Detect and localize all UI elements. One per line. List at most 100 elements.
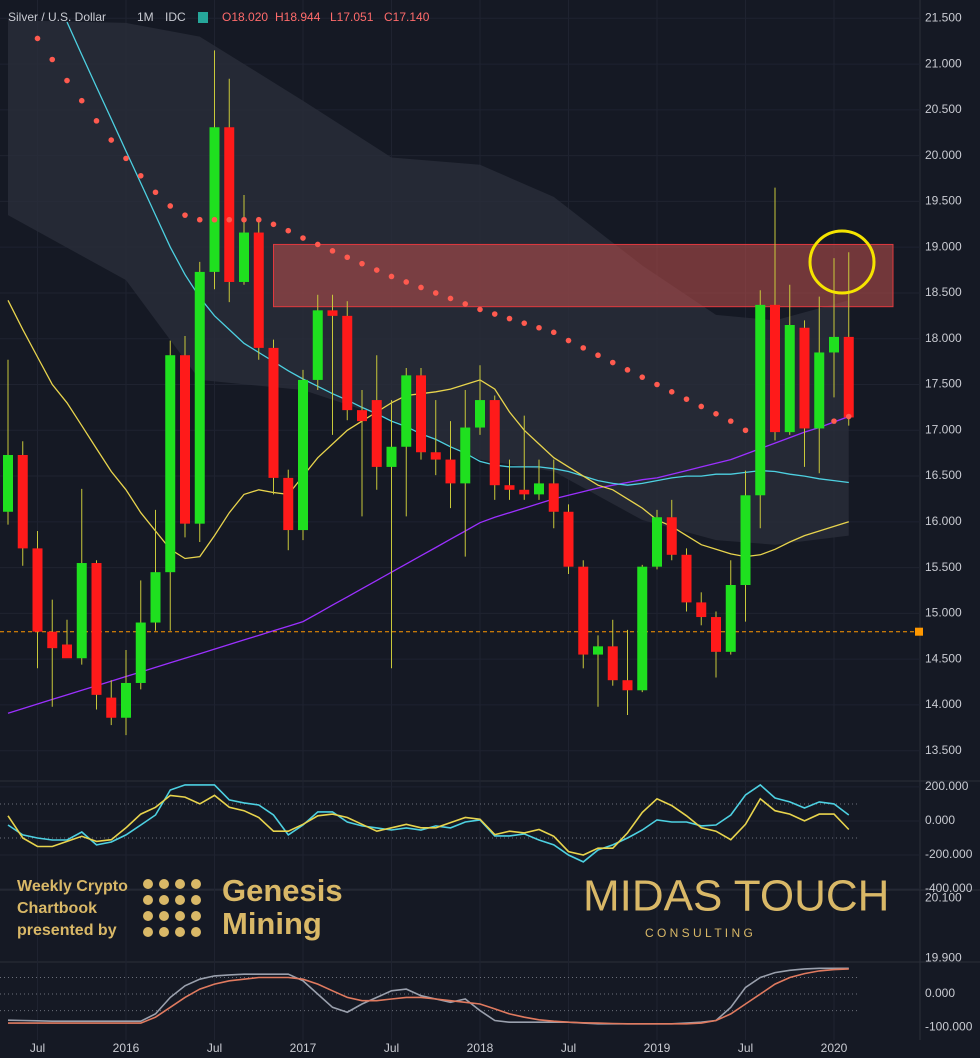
sar-dot — [226, 216, 233, 223]
y-tick-label: 14.000 — [925, 697, 962, 711]
sar-dot — [403, 279, 410, 285]
y-tick-label: 13.500 — [925, 743, 962, 757]
indicator-line — [7, 300, 849, 560]
watermark-text: presented by — [17, 922, 117, 939]
indicator-line — [7, 415, 850, 714]
sar-dot — [285, 227, 292, 234]
sar-dot — [34, 35, 41, 42]
brand-text: Mining — [222, 906, 322, 941]
midas-subtitle: C O N S U L T I N G — [645, 926, 753, 940]
sar-dot — [241, 216, 247, 223]
candle-body — [47, 631, 58, 649]
ohlc-close: C17.140 — [384, 10, 430, 24]
candle-body — [740, 495, 751, 585]
sar-dot — [255, 216, 262, 223]
sar-dot — [727, 418, 734, 424]
x-tick-label: Jul — [738, 1041, 753, 1055]
candle-body — [32, 548, 43, 632]
ohlc-high: H18.944 — [275, 10, 321, 24]
indicator-line — [7, 794, 850, 856]
sar-dot — [565, 337, 572, 344]
candle-body — [62, 644, 72, 659]
candle-body — [121, 682, 131, 718]
sar-dot — [639, 374, 646, 380]
sar-dot — [477, 306, 483, 313]
candle-body — [607, 646, 618, 681]
x-tick-label: 2020 — [821, 1041, 848, 1055]
sar-dot — [49, 56, 56, 63]
sar-dot — [123, 155, 129, 162]
sar-dot — [182, 212, 188, 218]
candle-body — [460, 427, 471, 484]
ohlc-low: L17.051 — [330, 10, 374, 24]
y-tick-label: 21.500 — [925, 10, 962, 24]
sar-dot — [447, 295, 454, 302]
sar-dot — [550, 329, 557, 336]
candle-body — [150, 572, 161, 623]
candle-body — [371, 400, 382, 467]
candle-body — [91, 563, 102, 695]
interval: 1M — [137, 10, 154, 24]
y-tick-label: 16.500 — [925, 468, 962, 482]
sar-dot — [329, 248, 336, 254]
candle-body — [814, 352, 825, 429]
y-tick-label: 200.000 — [925, 779, 969, 793]
candle-body — [165, 355, 176, 573]
genesis-logo — [143, 879, 201, 937]
sar-dot — [344, 254, 351, 261]
candle-body — [784, 325, 795, 433]
x-tick-label: Jul — [561, 1041, 576, 1055]
sar-dot — [211, 216, 218, 223]
candle-body — [327, 310, 338, 316]
candle-body — [312, 310, 323, 380]
source: IDC — [165, 10, 186, 24]
sar-dot — [388, 273, 395, 280]
candle-body — [224, 127, 235, 282]
watermark-text: Chartbook — [17, 900, 97, 917]
candle-body — [342, 315, 353, 411]
candle-body — [519, 489, 530, 495]
candle-body — [829, 336, 839, 353]
candle-body — [430, 452, 441, 460]
candle-body — [298, 379, 308, 531]
x-tick-label: Jul — [384, 1041, 399, 1055]
candle-body — [3, 455, 13, 512]
status-icon — [198, 12, 208, 23]
candle-body — [489, 400, 500, 486]
y-tick-label: -100.000 — [925, 1019, 973, 1033]
sar-dot — [521, 320, 528, 326]
midas-logo: MIDAS TOUCH — [583, 872, 889, 921]
sar-dot — [93, 118, 100, 124]
candle-body — [696, 602, 707, 618]
sar-dot — [624, 367, 631, 373]
sar-dot — [196, 216, 203, 223]
y-tick-label: 20.500 — [925, 102, 962, 116]
sar-dot — [432, 290, 439, 296]
candle-body — [563, 511, 574, 567]
x-tick-label: Jul — [207, 1041, 222, 1055]
resistance-zone — [273, 243, 894, 308]
sar-dot — [462, 301, 469, 307]
candle-body — [135, 622, 146, 683]
sar-dot — [595, 352, 601, 359]
y-tick-label: 18.500 — [925, 285, 962, 299]
y-tick-label: -200.000 — [925, 847, 973, 861]
sar-dot — [609, 359, 616, 366]
candle-body — [76, 563, 87, 659]
y-tick-label: -400.000 — [925, 881, 973, 895]
candle-body — [239, 232, 249, 282]
candle-body — [475, 400, 485, 428]
sar-dot — [137, 172, 144, 179]
sar-dot — [698, 403, 705, 410]
y-tick-label: 0.000 — [925, 813, 955, 827]
candle-body — [283, 477, 294, 531]
candle-body — [652, 517, 662, 567]
candle-body — [593, 646, 603, 655]
sar-dot — [668, 389, 675, 395]
y-tick-label: 19.900 — [925, 950, 962, 964]
candle-body — [253, 232, 264, 348]
highlight-circle — [808, 229, 876, 295]
sar-dot — [683, 396, 690, 402]
candle-body — [106, 697, 117, 718]
